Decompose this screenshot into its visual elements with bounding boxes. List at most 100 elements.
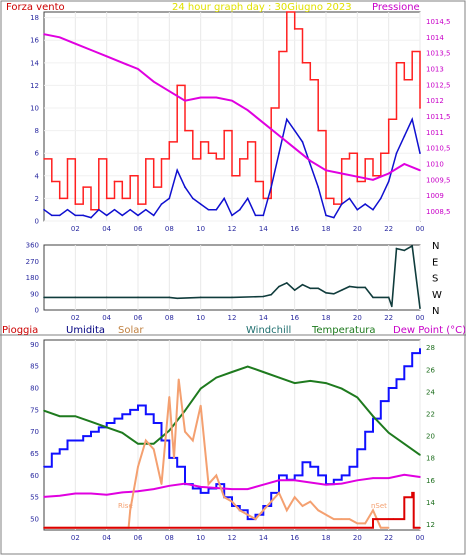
climate-series-point-2-17 xyxy=(309,481,312,484)
climate-series-point-0-42 xyxy=(372,417,374,420)
climate-series-point-0-7 xyxy=(98,426,100,429)
climate-series-point-4-8 xyxy=(412,527,415,529)
wind-series-point-2-19 xyxy=(340,172,343,175)
wind-series-point-0-41 xyxy=(364,158,366,160)
wind-series-point-0-17 xyxy=(176,84,178,87)
climate-series-point-1-11 xyxy=(215,376,218,379)
x-tick-label-1-1: 04 xyxy=(102,314,111,322)
climate-series-point-2-20 xyxy=(356,479,359,482)
x-tick-label-2-3: 08 xyxy=(165,534,174,542)
climate-series-point-0-37 xyxy=(333,478,335,481)
climate-series-point-1-22 xyxy=(387,431,390,434)
wind-series-point-0-26 xyxy=(246,141,249,143)
wind-series-point-1-25 xyxy=(239,208,241,211)
climate-series-point-0-34 xyxy=(309,465,312,468)
direction-series-point-11 xyxy=(286,282,288,284)
climate-series-point-3-10 xyxy=(184,430,186,433)
wind-y-tick-9: 18 xyxy=(30,14,39,22)
climate-series-point-4-9 xyxy=(419,527,421,529)
wind-series-point-0-12 xyxy=(137,203,139,205)
direction-series-point-2 xyxy=(105,296,108,299)
legend-dewpoint: Dew Point (°C) xyxy=(393,325,466,336)
wind-series-point-2-2 xyxy=(74,42,77,45)
wind-series-point-0-21 xyxy=(207,152,210,155)
x-tick-label-2-8: 18 xyxy=(322,534,331,542)
climate-series-point-2-19 xyxy=(340,482,343,485)
direction-series-point-5 xyxy=(176,297,178,300)
climate-series-point-4-1 xyxy=(356,527,359,529)
wind-series-point-2-10 xyxy=(199,96,202,99)
climate-series-point-1-13 xyxy=(246,365,249,368)
pressure-y-tick-4: 1010,5 xyxy=(426,145,451,153)
wind-series-point-1-32 xyxy=(293,129,296,132)
climate-series-point-2-18 xyxy=(325,483,327,486)
wind-series-point-1-41 xyxy=(364,203,366,205)
wind-series-point-1-26 xyxy=(246,197,249,200)
legend-rain: Pioggia xyxy=(2,325,38,336)
wind-series-point-0-14 xyxy=(152,186,155,188)
climate-series-point-0-43 xyxy=(380,400,382,402)
climate-series-point-1-20 xyxy=(356,396,359,399)
climate-series-point-3-15 xyxy=(223,496,225,499)
wind-series-point-0-44 xyxy=(387,118,390,121)
wind-series-point-0-40 xyxy=(356,180,359,183)
direction-series-point-4 xyxy=(168,296,171,299)
wind-series-point-2-23 xyxy=(403,163,406,165)
dir-y-tick-0: 0 xyxy=(35,307,39,315)
wind-series-point-1-42 xyxy=(372,208,374,211)
climate-series-point-1-12 xyxy=(231,371,233,373)
wind-series-point-0-3 xyxy=(66,158,69,160)
hum-y-tick-2: 60 xyxy=(30,472,39,480)
x-tick-label-2-1: 04 xyxy=(102,534,111,542)
climate-series-point-0-30 xyxy=(278,474,280,477)
temp-y-tick-0: 12 xyxy=(426,521,435,529)
wind-series-point-0-27 xyxy=(254,180,257,183)
climate-series-point-2-2 xyxy=(74,492,77,495)
wind-series-point-1-46 xyxy=(403,135,406,138)
climate-series-point-1-9 xyxy=(184,409,186,412)
climate-series-point-3-2 xyxy=(129,509,131,512)
wind-series-point-0-10 xyxy=(121,197,124,200)
climate-series-point-3-7 xyxy=(168,395,171,398)
x-tick-label-1-2: 06 xyxy=(134,314,143,322)
wind-series-point-0-39 xyxy=(348,152,351,155)
wind-series-point-0-2 xyxy=(58,197,61,200)
wind-series-point-2-7 xyxy=(152,80,155,83)
dir-compass-label-1: E xyxy=(432,257,438,268)
hum-y-tick-1: 55 xyxy=(30,494,39,502)
direction-series-point-1 xyxy=(74,296,77,299)
climate-series-point-3-24 xyxy=(293,496,296,499)
dir-compass-label-3: W xyxy=(432,290,442,301)
direction-series-point-24 xyxy=(391,305,393,308)
wind-series-point-1-40 xyxy=(356,208,359,211)
wind-series-point-0-5 xyxy=(82,186,84,188)
wind-series-point-0-8 xyxy=(105,197,108,200)
climate-series-point-3-17 xyxy=(239,509,241,512)
pressure-y-tick-0: 1008,5 xyxy=(426,208,451,216)
climate-series-point-3-14 xyxy=(215,474,218,477)
wind-series-point-1-24 xyxy=(231,214,233,217)
wind-series-point-0-33 xyxy=(301,62,304,64)
climate-series-point-0-2 xyxy=(58,448,61,450)
x-tick-label-1-5: 12 xyxy=(228,314,237,322)
x-tick-label-2-7: 16 xyxy=(290,534,299,542)
wind-series-point-1-6 xyxy=(90,216,92,219)
x-tick-label-0-5: 12 xyxy=(228,225,237,233)
climate-series-point-3-26 xyxy=(309,500,312,503)
pressure-y-tick-12: 1014,5 xyxy=(426,18,451,26)
temp-y-tick-5: 22 xyxy=(426,411,435,419)
wind-series-point-0-20 xyxy=(199,141,202,143)
climate-series-point-0-35 xyxy=(317,474,319,477)
temp-y-tick-8: 28 xyxy=(426,344,435,352)
x-tick-label-0-4: 10 xyxy=(196,225,205,233)
x-tick-label-1-3: 08 xyxy=(165,314,174,322)
wind-series-point-1-17 xyxy=(176,169,178,171)
wind-series-point-2-6 xyxy=(137,68,139,70)
wind-y-tick-0: 0 xyxy=(35,218,39,226)
direction-series-point-26 xyxy=(403,249,406,252)
pressure-y-tick-1: 1009 xyxy=(426,192,444,200)
climate-series-point-3-27 xyxy=(317,509,319,512)
wind-series-point-1-44 xyxy=(387,180,390,183)
direction-series-point-3 xyxy=(137,296,139,299)
climate-series-point-4-4 xyxy=(387,518,390,520)
